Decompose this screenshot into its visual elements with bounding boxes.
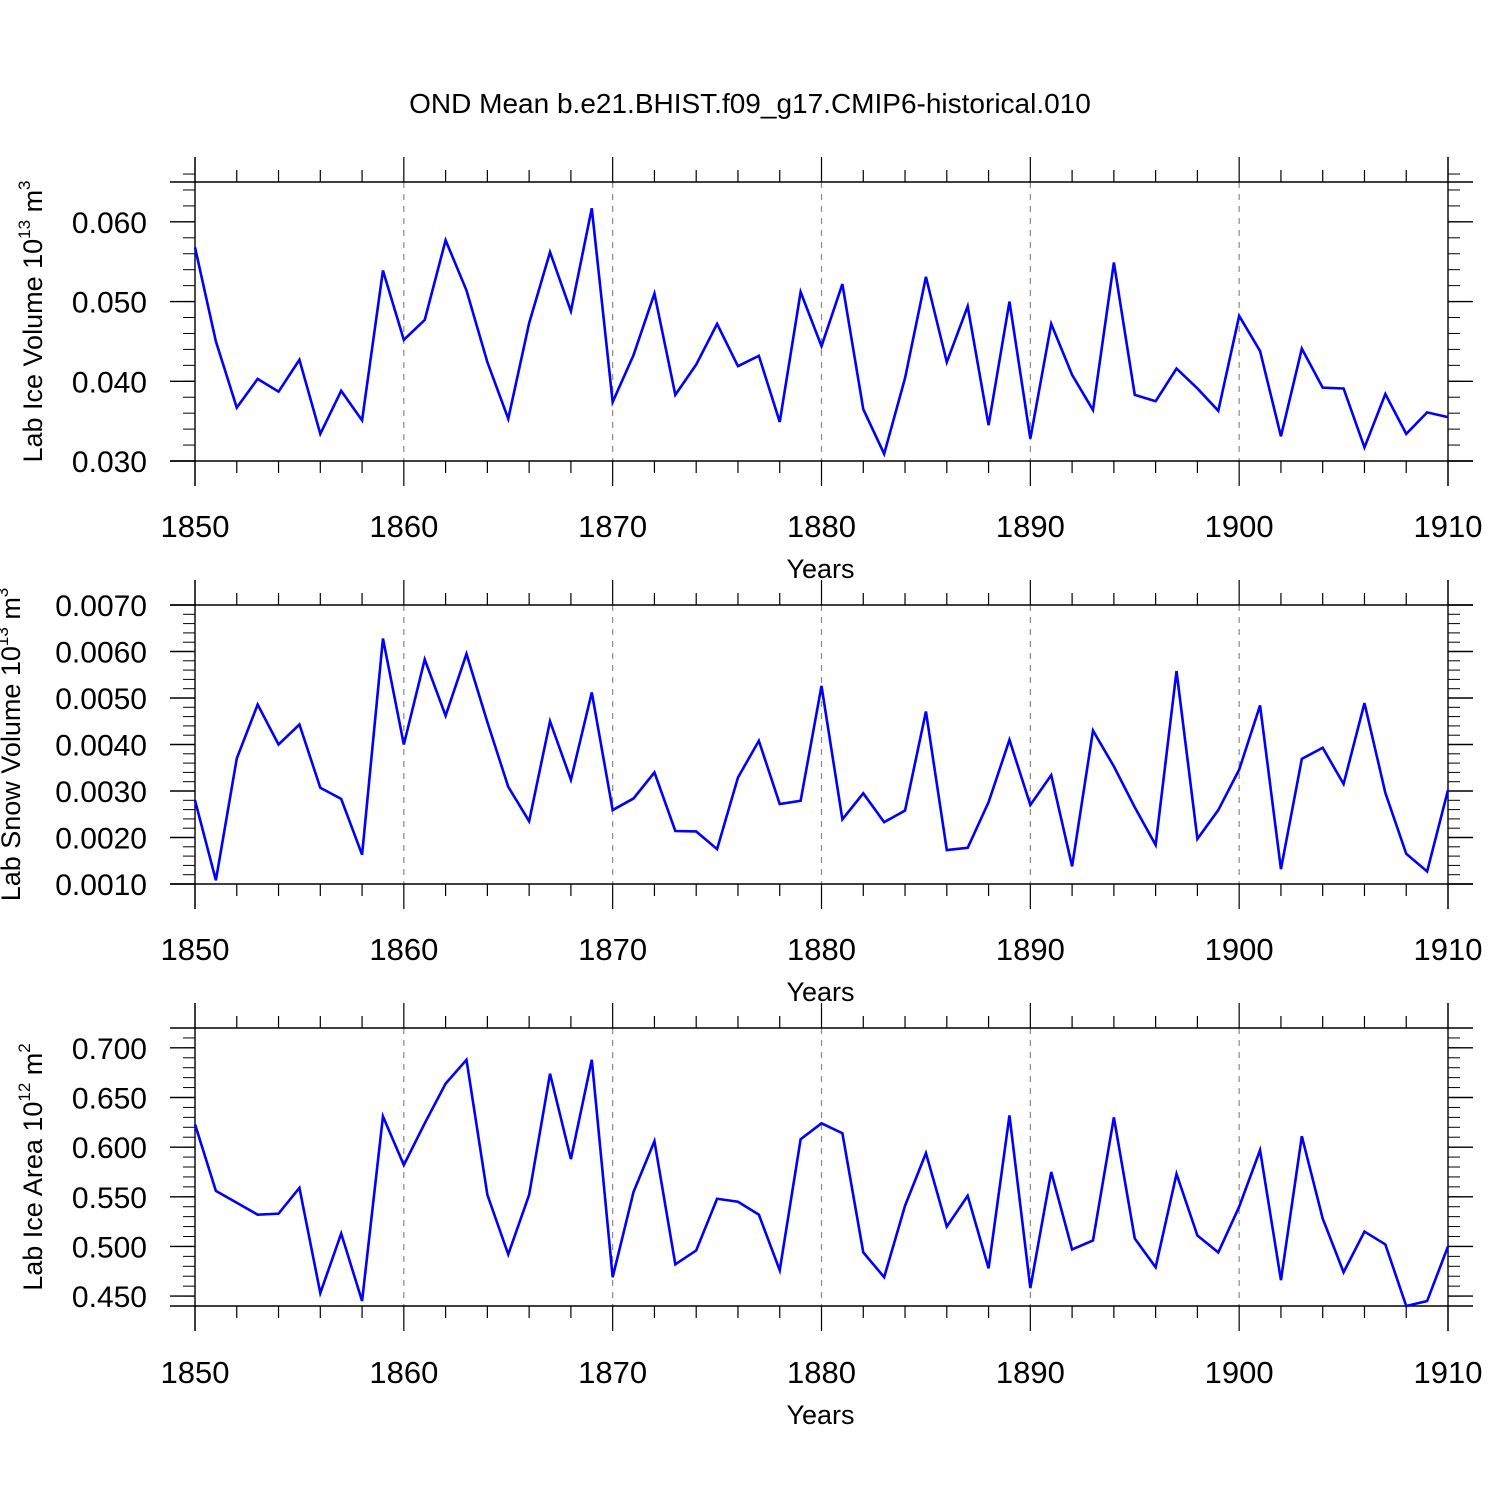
x-tick-label: 1890 — [996, 509, 1065, 544]
x-tick-label: 1910 — [1414, 932, 1483, 967]
x-tick-label: 1890 — [996, 1355, 1065, 1390]
x-tick-label: 1870 — [578, 1355, 647, 1390]
y-tick-label: 0.0030 — [55, 776, 147, 809]
y-tick-label: 0.0040 — [55, 730, 147, 763]
y-tick-label: 0.650 — [72, 1083, 147, 1116]
figure-title: OND Mean b.e21.BHIST.f09_g17.CMIP6-histo… — [0, 88, 1500, 120]
x-tick-label: 1850 — [161, 932, 230, 967]
x-tick-label: 1850 — [161, 1355, 230, 1390]
y-tick-label: 0.450 — [72, 1281, 147, 1314]
y-tick-label: 0.0020 — [55, 823, 147, 856]
y-tick-label: 0.0010 — [55, 869, 147, 902]
y-axis-label-exponent: 13 — [15, 220, 34, 239]
y-axis-label-main: Lab Snow Volume 10 — [0, 646, 26, 901]
x-tick-label: 1900 — [1205, 932, 1274, 967]
y-axis-label: Lab Ice Volume 1013 m3 — [15, 180, 48, 462]
y-tick-label: 0.550 — [72, 1182, 147, 1215]
y-tick-label: 0.0070 — [55, 590, 147, 623]
y-tick-label: 0.030 — [72, 446, 147, 479]
chart-panel-3: 0.450 0.500 0.550 0.600 0.650 0.700 1850 1860 18… — [15, 1003, 1482, 1430]
x-tick-label: 1910 — [1414, 509, 1483, 544]
x-tick-label: 1900 — [1205, 1355, 1274, 1390]
y-axis-label-main: Lab Ice Area 10 — [18, 1102, 48, 1291]
y-axis-label-unit-exponent: 3 — [0, 588, 12, 597]
y-axis-label-unit: m — [0, 597, 26, 627]
y-tick-label: 0.600 — [72, 1132, 147, 1165]
y-tick-label: 0.500 — [72, 1231, 147, 1264]
x-tick-label: 1910 — [1414, 1355, 1483, 1390]
y-axis-label-unit: m — [18, 190, 48, 220]
x-tick-label: 1880 — [787, 932, 856, 967]
x-tick-label: 1870 — [578, 932, 647, 967]
x-tick-label: 1900 — [1205, 509, 1274, 544]
y-tick-label: 0.060 — [72, 207, 147, 240]
x-tick-label: 1890 — [996, 932, 1065, 967]
y-axis-label-exponent: 12 — [15, 1083, 34, 1102]
x-tick-label: 1860 — [369, 509, 438, 544]
y-axis-label-unit-exponent: 2 — [15, 1043, 34, 1052]
x-tick-label: 1880 — [787, 509, 856, 544]
x-tick-label: 1880 — [787, 1355, 856, 1390]
y-axis-label: Lab Ice Area 1012 m2 — [15, 1043, 48, 1291]
y-tick-label: 0.050 — [72, 287, 147, 320]
chart-panel-1: 0.030 0.040 0.050 0.060 1850 1860 1870 1880 1890… — [15, 157, 1482, 584]
x-tick-label: 1870 — [578, 509, 647, 544]
y-axis-label-unit: m — [18, 1053, 48, 1083]
y-tick-label: 0.040 — [72, 366, 147, 399]
y-axis-label: Lab Snow Volume 1013 m3 — [0, 588, 26, 902]
y-axis-label-main: Lab Ice Volume 10 — [18, 239, 48, 463]
x-axis-label: Years — [786, 554, 854, 584]
y-tick-label: 0.0050 — [55, 683, 147, 716]
x-axis-label: Years — [786, 977, 854, 1007]
y-tick-label: 0.700 — [72, 1033, 147, 1066]
x-tick-label: 1850 — [161, 509, 230, 544]
x-tick-label: 1860 — [369, 1355, 438, 1390]
y-axis-label-exponent: 13 — [0, 627, 12, 646]
series-line-2 — [195, 638, 1448, 880]
chart-panel-2: 0.0010 0.0020 0.0030 0.0040 0.0050 0.0060 0.00… — [0, 580, 1482, 1007]
x-tick-label: 1860 — [369, 932, 438, 967]
y-tick-label: 0.0060 — [55, 637, 147, 670]
x-axis-label: Years — [786, 1400, 854, 1430]
y-axis-label-unit-exponent: 3 — [15, 180, 34, 189]
